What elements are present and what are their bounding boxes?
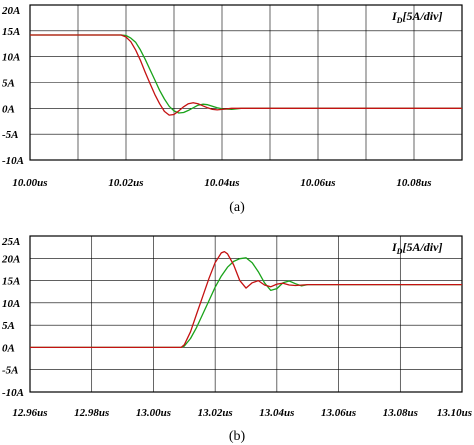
figure-caption: (a) <box>229 200 245 215</box>
panel-b: 25A 20A 15A 10A 5A 0A -5A -10A 12.96us 12.98us 13.… <box>1 235 472 444</box>
y-tick-label: 0A <box>2 342 15 354</box>
y-tick-label: 5A <box>2 78 15 90</box>
signal-label: ID[5A/div] <box>391 240 442 256</box>
y-tick-label: 0A <box>2 103 15 115</box>
y-tick-label: 5A <box>2 320 15 332</box>
series-line-red <box>30 250 462 349</box>
y-tick-label: 15A <box>2 26 20 38</box>
x-tick-label: 13.04us <box>259 407 294 419</box>
x-tick-label: 10.00us <box>12 177 47 189</box>
x-tick-label: 13.10us <box>437 407 472 419</box>
x-tick-label: 10.04us <box>204 177 239 189</box>
signal-label: ID[5A/div] <box>391 9 442 25</box>
y-tick-label: 20A <box>1 253 20 265</box>
signal-subscript: D <box>396 247 403 256</box>
x-tick-label: 12.98us <box>74 407 109 419</box>
signal-name: I <box>391 9 398 23</box>
signal-scale: [5A/div] <box>402 9 442 23</box>
panel-a: 20A 15A 10A 5A 0A -5A -10A 10.00us 10.02us 10.04u… <box>1 4 463 215</box>
signal-name: I <box>391 240 398 254</box>
x-tick-label: 10.06us <box>300 177 335 189</box>
y-tick-label: 20A <box>1 5 20 17</box>
y-tick-label: -10A <box>2 155 24 167</box>
x-tick-label: 13.00us <box>136 407 171 419</box>
series-line-green <box>30 34 462 114</box>
x-tick-label: 12.96us <box>12 407 47 419</box>
x-tick-label: 13.06us <box>321 407 356 419</box>
series-line-red <box>30 34 462 116</box>
x-tick-label: 10.02us <box>108 177 143 189</box>
y-tick-label: 25A <box>1 236 20 248</box>
y-tick-label: -5A <box>2 129 19 141</box>
y-tick-label: 15A <box>2 276 20 288</box>
plot-area <box>29 235 463 393</box>
signal-subscript: D <box>396 16 403 25</box>
x-tick-label: 13.02us <box>198 407 233 419</box>
y-tick-label: 10A <box>2 52 20 64</box>
x-tick-label: 10.08us <box>396 177 431 189</box>
x-tick-label: 13.08us <box>383 407 418 419</box>
y-tick-label: -5A <box>2 365 19 377</box>
signal-scale: [5A/div] <box>402 240 442 254</box>
y-tick-label: 10A <box>2 298 20 310</box>
series-line-green <box>30 257 462 349</box>
figure-caption: (b) <box>229 429 246 444</box>
y-tick-label: -10A <box>2 387 24 399</box>
